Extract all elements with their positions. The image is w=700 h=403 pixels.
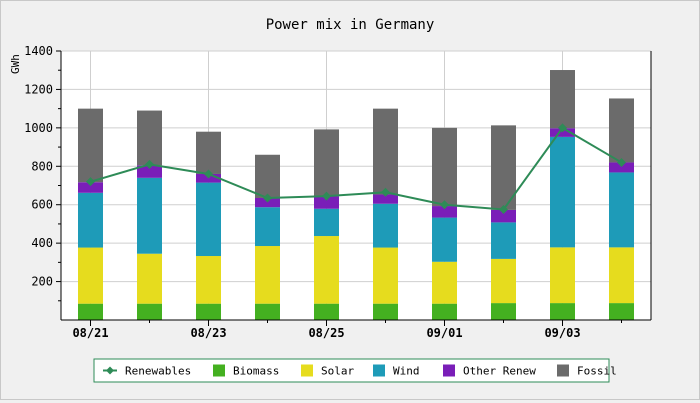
bar-solar xyxy=(373,247,398,304)
x-tick-label: 09/03 xyxy=(544,326,580,340)
y-tick-label: 1200 xyxy=(24,82,53,96)
bar-biomass xyxy=(314,303,339,320)
renewables-point xyxy=(499,205,508,215)
bar-wind xyxy=(550,136,575,248)
legend: Renewables Biomass Solar Wind Other Renew Fos… xyxy=(93,358,617,383)
bar-fossil xyxy=(550,70,575,129)
legend-solar-label: Solar xyxy=(321,365,354,378)
legend-renewables-diamond xyxy=(106,366,114,375)
bar-solar xyxy=(314,236,339,304)
bar-biomass xyxy=(255,303,280,320)
bar-biomass xyxy=(491,303,516,320)
bar-other-renew xyxy=(255,197,280,208)
bar-fossil xyxy=(255,154,280,198)
bar-other-renew xyxy=(432,206,457,218)
bar-biomass xyxy=(78,303,103,320)
bar-other-renew xyxy=(550,128,575,137)
axis-layer: 200 400 600 800 1000 1200 1400 08/21 08/23 08/25 0… xyxy=(24,44,652,340)
x-tick-label: 08/23 xyxy=(190,326,226,340)
y-tick-label: 400 xyxy=(31,236,53,250)
bar-other-renew xyxy=(491,209,516,223)
x-tick-label: 08/21 xyxy=(72,326,108,340)
bar-wind xyxy=(373,203,398,248)
legend-renewables-label: Renewables xyxy=(125,365,191,378)
y-tick-label: 1000 xyxy=(24,121,53,135)
bar-fossil xyxy=(609,98,634,163)
bar-solar xyxy=(432,261,457,304)
legend-biomass-label: Biomass xyxy=(233,365,279,378)
renewables-point xyxy=(558,123,567,133)
renewables-point xyxy=(204,169,213,179)
legend-wind-swatch xyxy=(373,364,385,377)
bar-biomass xyxy=(550,303,575,320)
bar-wind xyxy=(432,217,457,262)
bar-solar xyxy=(491,258,516,304)
renewables-point xyxy=(322,191,331,201)
bar-biomass xyxy=(432,303,457,320)
renewables-point xyxy=(263,193,272,203)
bar-biomass xyxy=(373,303,398,320)
legend-wind-label: Wind xyxy=(393,365,420,378)
bar-other-renew xyxy=(137,165,162,178)
bar-fossil xyxy=(137,110,162,166)
renewables-line xyxy=(90,126,623,211)
bar-solar xyxy=(550,247,575,304)
bar-wind xyxy=(196,182,221,257)
bar-other-renew xyxy=(78,182,103,193)
renewables-point xyxy=(440,200,449,210)
bar-wind xyxy=(255,207,280,247)
legend-other-renew-label: Other Renew xyxy=(463,365,536,378)
legend-other-renew-swatch xyxy=(443,364,455,377)
bar-other-renew xyxy=(314,196,339,209)
bar-layer xyxy=(78,70,634,320)
bar-biomass xyxy=(196,303,221,320)
y-tick-label: 1400 xyxy=(24,44,53,58)
bar-solar xyxy=(255,246,280,304)
bar-fossil xyxy=(373,108,398,195)
legend-biomass-swatch xyxy=(213,364,225,377)
bar-fossil xyxy=(432,127,457,207)
legend-fossil-label: Fossil xyxy=(577,365,617,378)
bar-wind xyxy=(314,208,339,237)
renewables-point xyxy=(381,187,390,197)
renewables-point xyxy=(145,159,154,169)
renewables-point xyxy=(617,157,626,167)
y-tick-label: 600 xyxy=(31,198,53,212)
bar-solar xyxy=(137,253,162,304)
bar-biomass xyxy=(137,303,162,320)
chart-title: Power mix in Germany xyxy=(266,17,435,33)
bar-solar xyxy=(196,256,221,304)
bar-biomass xyxy=(609,303,634,320)
bar-wind xyxy=(609,172,634,248)
bar-fossil xyxy=(78,108,103,183)
x-tick-label: 09/01 xyxy=(426,326,462,340)
renewables-point xyxy=(86,177,95,187)
bar-wind xyxy=(491,222,516,259)
x-tick-label: 08/25 xyxy=(308,326,344,340)
line-layer xyxy=(86,123,626,215)
bar-other-renew xyxy=(373,194,398,204)
bar-solar xyxy=(609,247,634,304)
bar-wind xyxy=(78,192,103,248)
bar-fossil xyxy=(491,125,516,210)
bar-wind xyxy=(137,177,162,254)
y-tick-label: 800 xyxy=(31,159,53,173)
bar-fossil xyxy=(196,131,221,174)
legend-fossil-swatch xyxy=(557,364,569,377)
y-tick-label: 200 xyxy=(31,275,53,289)
legend-solar-swatch xyxy=(301,364,313,377)
bar-solar xyxy=(78,247,103,304)
bar-other-renew xyxy=(609,162,634,173)
y-axis-label: GWh xyxy=(9,54,22,74)
bar-fossil xyxy=(314,129,339,197)
